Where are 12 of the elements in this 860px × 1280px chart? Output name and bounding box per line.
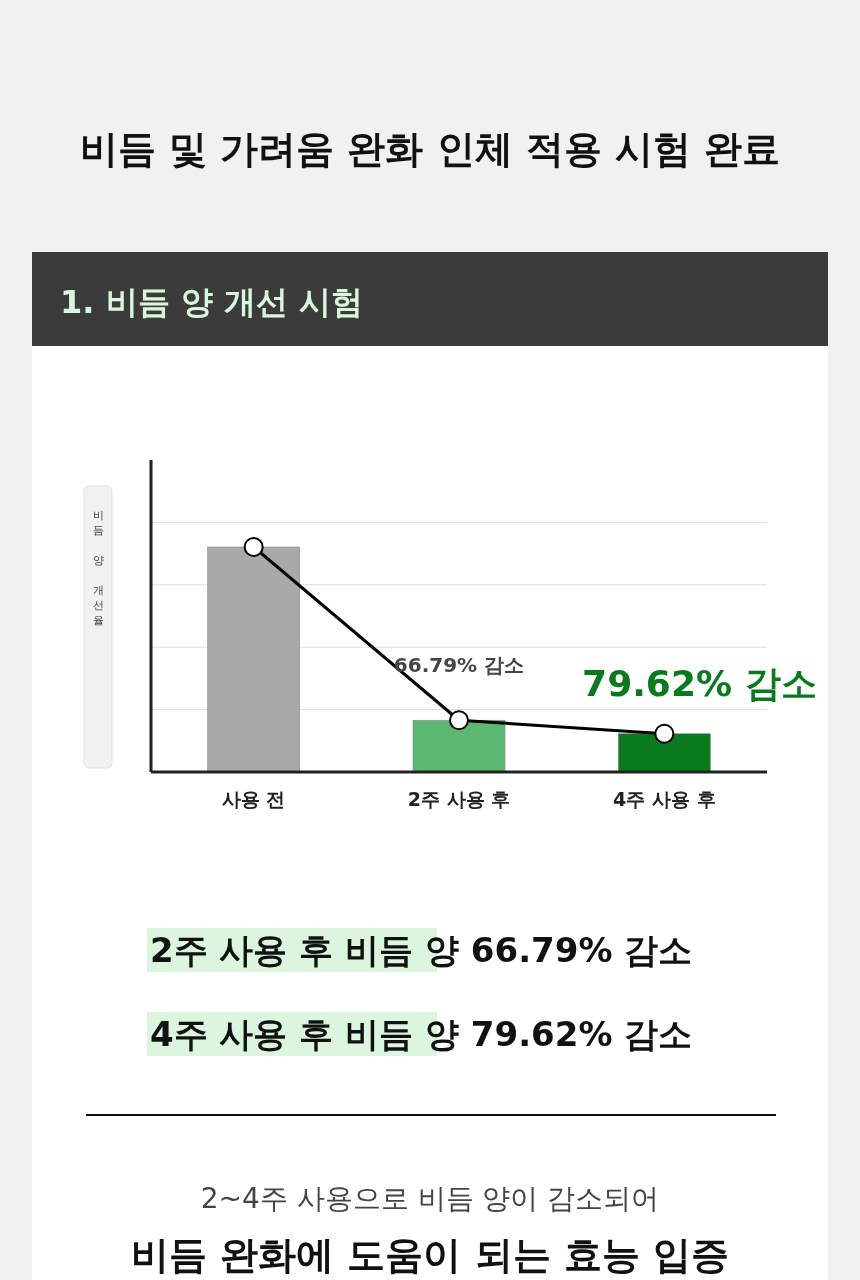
text: 비듬 완화에 도움이 되는 효능 입증 — [130, 1233, 730, 1277]
text: 2주 사용 후 비듬 양 66.79% 감소 — [150, 930, 693, 970]
x-tick-label: 4주 사용 후 — [613, 788, 716, 810]
text: 4주 사용 후 비듬 양 79.62% 감소 — [150, 1014, 693, 1054]
text: 2~4주 사용으로 비듬 양이 감소되어 — [200, 1182, 660, 1215]
chart-subtitle: 1. 비듬 양 개선 시험 — [60, 283, 363, 321]
x-tick-label: 2주 사용 후 — [407, 788, 511, 810]
text: 비듬 양 개선율 — [92, 509, 104, 627]
x-tick-label: 사용 전 — [221, 788, 286, 810]
chart-title: 비듬 및 가려움 완화 인체 적용 시험 완료 — [79, 127, 781, 171]
annotation: 79.62% 감소 — [582, 662, 817, 704]
annotation: 66.79% 감소 — [393, 653, 525, 678]
